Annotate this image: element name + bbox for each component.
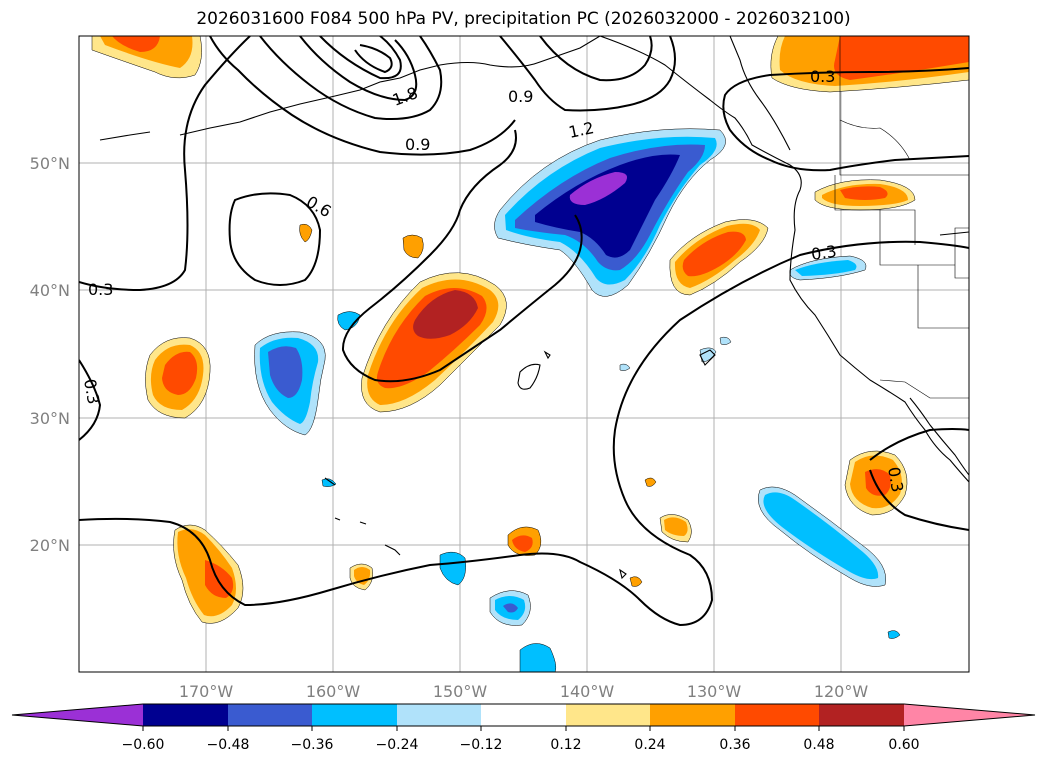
contour-label: 0.3 [80,377,103,405]
lat-label: 40°N [30,281,70,300]
contour-label: 0.9 [508,87,533,106]
colorbar-extend-high [904,704,1035,726]
colorbar-extend-low [12,704,143,726]
colorbar-segment [650,704,735,726]
colorbar-tick-label: −0.12 [460,737,503,753]
lon-label: 160°W [306,682,361,701]
pv-contours [79,36,969,627]
colorbar-tick-label: 0.60 [888,737,919,753]
colorbar-segment [566,704,650,726]
lon-label: 170°W [179,682,234,701]
contour-label: 0.9 [405,135,430,154]
lon-label: 140°W [560,682,615,701]
coastlines [99,36,969,580]
colorbar-segment [819,704,904,726]
colorbar-tick-label: 0.12 [550,737,581,753]
longitude-labels: 170°W 160°W 150°W 140°W 130°W 120°W [179,682,869,701]
contour-label: 0.3 [810,242,838,264]
colorbar-tick-label: −0.36 [291,737,334,753]
colorbar-tick-label: 0.24 [634,737,665,753]
lat-label: 50°N [30,154,70,173]
colorbar-segment [397,704,481,726]
map-title: 2026031600 F084 500 hPa PV, precipitatio… [196,9,851,29]
colorbar: −0.60 −0.48 −0.36 −0.24 −0.12 0.12 0.24 … [11,703,1036,753]
colorbar-tick-label: −0.48 [207,737,250,753]
lon-label: 120°W [814,682,869,701]
colorbar-segment [735,704,819,726]
colorbar-segment [228,704,312,726]
colorbar-segment [312,704,397,726]
precip-shading [91,36,969,672]
contour-label: 1.2 [567,118,596,142]
lon-label: 130°W [687,682,742,701]
colorbar-tick-label: −0.24 [376,737,419,753]
map-frame [78,35,970,673]
lat-label: 30°N [30,409,70,428]
lat-label: 20°N [30,536,70,555]
contour-label: 0.3 [88,280,113,299]
latitude-labels: 50°N 40°N 30°N 20°N [30,154,70,555]
colorbar-tick-label: 0.48 [803,737,834,753]
lon-label: 150°W [433,682,488,701]
colorbar-tick-label: 0.36 [719,737,750,753]
political-borders [834,36,969,399]
contour-label: 0.3 [884,465,907,493]
colorbar-segment [143,704,228,726]
colorbar-tick-label: −0.60 [122,737,165,753]
contour-label: 0.3 [810,67,835,86]
colorbar-segment [481,704,566,726]
